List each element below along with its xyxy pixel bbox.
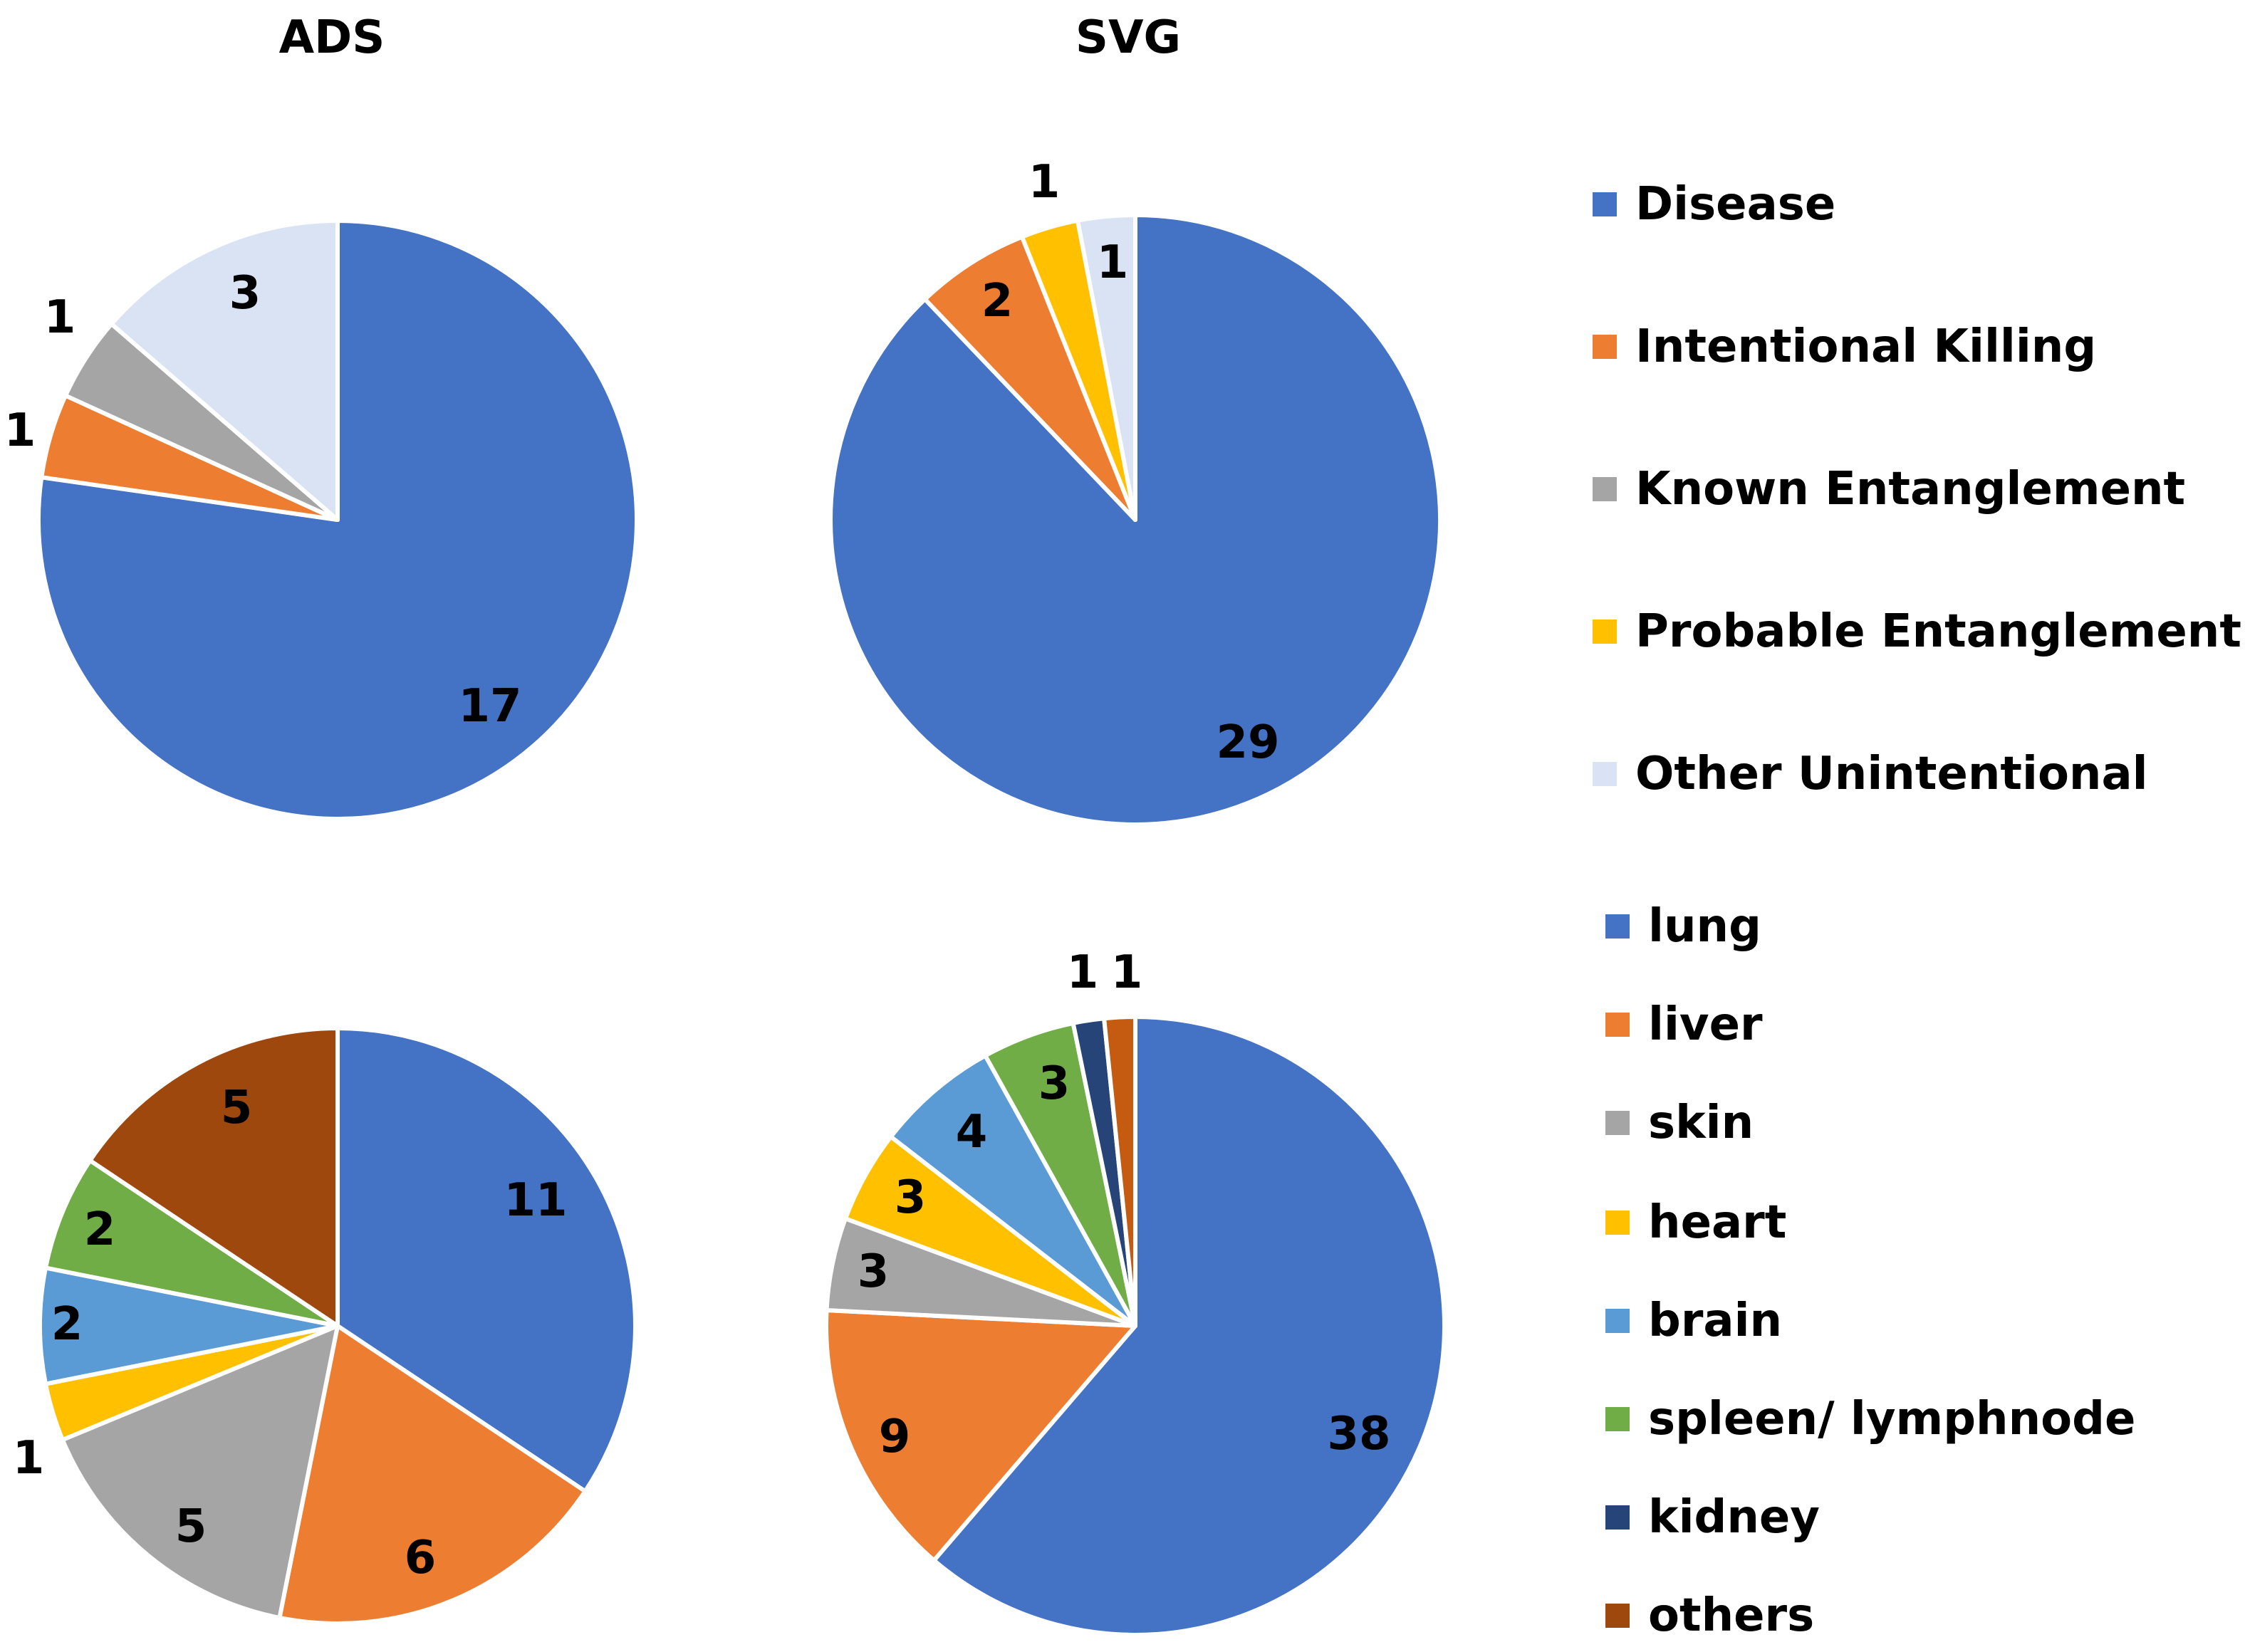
pie-slice-others [1102,1015,1137,1328]
legend-swatch [1605,1505,1630,1530]
legend-swatch [1605,1111,1630,1135]
data-label-skin: 5 [175,1500,207,1553]
data-label-spleen-lymphnode: 2 [84,1203,116,1256]
legend-label: lung [1648,900,1761,953]
pie-ads-cause: 17 1 1 3 [4,219,639,821]
legend-swatch [1605,1211,1630,1235]
data-label-known-entanglement: 1 [44,291,76,344]
pie-slice-other-unintentional [109,219,340,522]
legend-swatch [1593,335,1617,359]
legend-swatch [1605,1309,1630,1333]
legend-item-heart: heart [1605,1196,1786,1249]
data-label-lung: 38 [1327,1408,1390,1460]
legend-label: kidney [1648,1491,1820,1544]
legend-item-kidney: kidney [1605,1491,1820,1544]
legend-label: Disease [1635,178,1836,231]
legend-label: brain [1648,1295,1783,1347]
legend-swatch [1593,477,1617,501]
data-label-liver: 9 [879,1411,911,1463]
data-label-other-unintentional: 3 [229,267,261,320]
data-label-disease: 17 [458,680,521,733]
pie-ads-organ: 11 6 5 1 22 5 [13,1026,637,1626]
legend-label: others [1648,1589,1815,1642]
data-label-others: 1 [1111,946,1143,999]
column-title-svg: SVG [1075,11,1182,64]
legend-label: spleen/ lymphnode [1648,1393,2136,1446]
legend-swatch [1593,192,1617,216]
pie-slice-skin [60,1324,340,1620]
data-label-brain: 4 [956,1106,988,1159]
legend-item-liver: liver [1605,998,1763,1051]
pie-slice-disease [828,213,1442,827]
pie-slice-spleen-lymphnode [43,1158,340,1328]
data-label-probable-entanglement: 1 [1028,156,1061,209]
legend-item-brain: brain [1605,1295,1782,1347]
data-label-brain: 2 [51,1298,83,1351]
legend-label: Probable Entanglement [1635,605,2241,658]
pie-slice-brain [888,1053,1137,1328]
data-label-heart: 1 [13,1432,45,1485]
pie-slice-others [88,1026,340,1328]
legend-swatch [1605,1604,1630,1628]
legend-item-disease: Disease [1593,178,1835,231]
legend-label: skin [1648,1097,1754,1149]
data-label-liver: 6 [405,1532,437,1584]
pie-slice-brain [37,1265,340,1386]
legend-item-probable-entanglement: Probable Entanglement [1593,605,2241,658]
data-label-disease: 29 [1216,716,1279,769]
legend-item-known-entanglement: Known Entanglement [1593,463,2185,516]
column-title-ads: ADS [278,11,385,64]
data-label-skin: 3 [858,1245,890,1298]
pie-slice-liver [277,1324,588,1626]
data-label-intentional-killing: 2 [981,275,1014,328]
legend-label: Other Unintentional [1635,748,2148,800]
data-label-spleen-lymphnode: 3 [1038,1057,1071,1110]
legend-label: liver [1648,998,1763,1051]
legend-swatch [1605,914,1630,939]
legend-item-skin: skin [1605,1097,1754,1149]
data-label-other-unintentional: 1 [1097,236,1129,289]
legend-swatch [1593,620,1617,644]
legend-item-lung: lung [1605,900,1761,953]
legend-label: Known Entanglement [1635,463,2186,516]
data-label-intentional-killing: 1 [4,404,36,457]
legend-label: heart [1648,1196,1787,1249]
data-label-heart: 3 [895,1171,927,1224]
data-label-others: 5 [221,1082,253,1134]
data-label-kidney: 1 [1067,946,1099,999]
data-label-lung: 11 [504,1174,567,1227]
legend-swatch [1605,1407,1630,1431]
legend-item-others: others [1605,1589,1814,1642]
legend-swatch [1605,1013,1630,1037]
legend-item-spleen-lymphnode: spleen/ lymphnode [1605,1393,2135,1446]
pie-slice-intentional-killing [922,234,1137,522]
pie-svg-cause: 29 2 11 [828,156,1442,827]
pie-slice-lung [932,1015,1447,1637]
legend-swatch [1593,762,1617,786]
pie-slice-liver [824,1308,1137,1563]
pie-slice-other-unintentional [1075,213,1137,522]
legend-item-intentional-killing: Intentional Killing [1593,320,2096,373]
legend-item-other-unintentional: Other Unintentional [1593,748,2148,800]
legend-label: Intentional Killing [1635,320,2097,373]
